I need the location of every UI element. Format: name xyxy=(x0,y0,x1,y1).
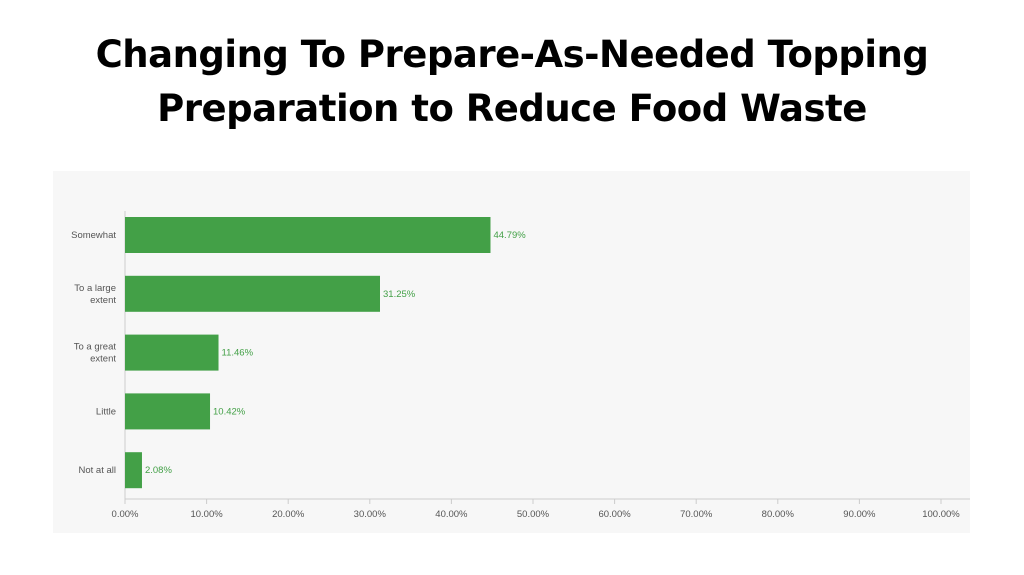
bar xyxy=(125,217,491,253)
bar xyxy=(125,452,142,489)
x-tick-label: 90.00% xyxy=(843,509,876,520)
category-label-line: extent xyxy=(90,354,116,365)
bar-value-label: 44.79% xyxy=(493,230,526,241)
category-label-line: To a great xyxy=(74,342,117,353)
x-tick-label: 70.00% xyxy=(680,509,713,520)
x-tick-label: 0.00% xyxy=(112,509,139,520)
x-tick-label: 50.00% xyxy=(517,509,550,520)
x-tick-label: 100.00% xyxy=(922,509,960,520)
slide-title-line-2: Preparation to Reduce Food Waste xyxy=(157,87,867,130)
category-label-line: Not at all xyxy=(79,465,117,476)
chart-panel: 44.79% Somewhat 31.25% To a large extent 11.4… xyxy=(53,171,970,533)
x-tick-label: 60.00% xyxy=(598,509,631,520)
x-tick-label: 30.00% xyxy=(354,509,387,520)
x-tick-label: 80.00% xyxy=(762,509,795,520)
bar xyxy=(125,275,380,312)
category-label-line: To a large xyxy=(74,283,116,294)
category-label: To a great extent xyxy=(74,342,117,365)
slide-title-line-1: Changing To Prepare-As-Needed Topping xyxy=(95,33,929,76)
x-tick-label: 10.00% xyxy=(190,509,223,520)
category-label-line: extent xyxy=(90,295,116,306)
category-label: Somewhat xyxy=(71,230,116,241)
bar-value-label: 2.08% xyxy=(145,465,172,476)
bar-value-label: 10.42% xyxy=(213,406,246,417)
category-label-line: Little xyxy=(96,406,116,417)
bar-value-label: 11.46% xyxy=(222,348,254,359)
bar xyxy=(125,334,219,371)
bar-value-label: 31.25% xyxy=(383,289,416,300)
category-label-line: Somewhat xyxy=(71,230,116,241)
x-tick-label: 40.00% xyxy=(435,509,468,520)
x-tick-label: 20.00% xyxy=(272,509,305,520)
bar xyxy=(125,393,211,430)
category-label: Little xyxy=(96,406,116,417)
category-label: To a large extent xyxy=(74,283,116,306)
slide-title: Changing To Prepare-As-Needed Topping Pr… xyxy=(20,28,1004,136)
category-label: Not at all xyxy=(79,465,117,476)
